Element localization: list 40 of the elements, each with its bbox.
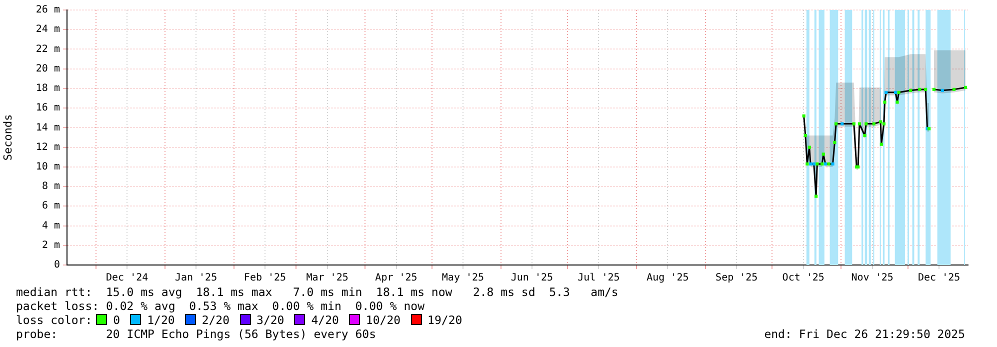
legend-label: 3/20 [256,313,284,327]
legend-label: 0 [113,313,120,327]
x-tick-label: Oct '25 [782,272,824,284]
text: probe: 20 ICMP Echo Pings (56 Bytes) every 60s [15,327,376,341]
y-tick-label: 16 m [36,102,60,114]
y-tick-label: 8 m [42,181,60,192]
x-tick-label: Aug '25 [646,272,689,284]
x-tick-label: Mar '25 [306,272,348,284]
x-tick-label: Jun '25 [510,272,554,284]
x-tick-label: Dec '24 [106,272,148,284]
x-tick-label: Jan '25 [174,272,218,284]
legend-label: 4/20 [311,313,339,327]
legend-title: loss color: [16,313,92,327]
x-tick-label: Apr '25 [375,272,418,284]
y-tick-label: 18 m [36,83,60,94]
text: packet loss: 0.02 % avg 0.53 % max 0.00 % min 0.00 % now [15,299,426,313]
x-tick-label: Dec '25 [918,272,960,284]
y-tick-label: 24 m [36,24,60,36]
y-tick-label: 4 m [42,220,60,232]
x-tick-label: Sep '25 [716,272,758,284]
y-axis-title: Seconds [1,114,14,161]
text: median rtt: 15.0 ms avg 18.1 ms max 7.0 ms min 18.1 ms now 2.8 ms sd 5.3 am/s [15,285,620,299]
legend-label: 10/20 [366,313,401,327]
legend-label: 1/20 [147,313,175,327]
legend-label: 2/20 [202,313,230,327]
y-tick-label: 2 m [42,240,60,251]
y-tick-label: 10 m [36,162,60,173]
x-tick-label: Feb '25 [244,272,286,284]
y-tick-label: 14 m [36,122,60,134]
x-tick-label: Jul '25 [578,272,620,284]
y-tick-label: 20 m [36,63,60,74]
x-tick-label: May '25 [442,272,484,284]
legend-label: 19/20 [428,313,462,327]
y-tick-label: 26 m [36,4,60,16]
y-tick-label: 0 [54,260,60,271]
text: end: Fri Dec 26 21:29:50 2025 [763,327,965,341]
y-tick-label: 12 m [36,142,60,153]
y-tick-label: 6 m [42,200,60,212]
x-tick-label: Nov '25 [851,272,894,284]
y-tick-label: 22 m [36,44,60,55]
